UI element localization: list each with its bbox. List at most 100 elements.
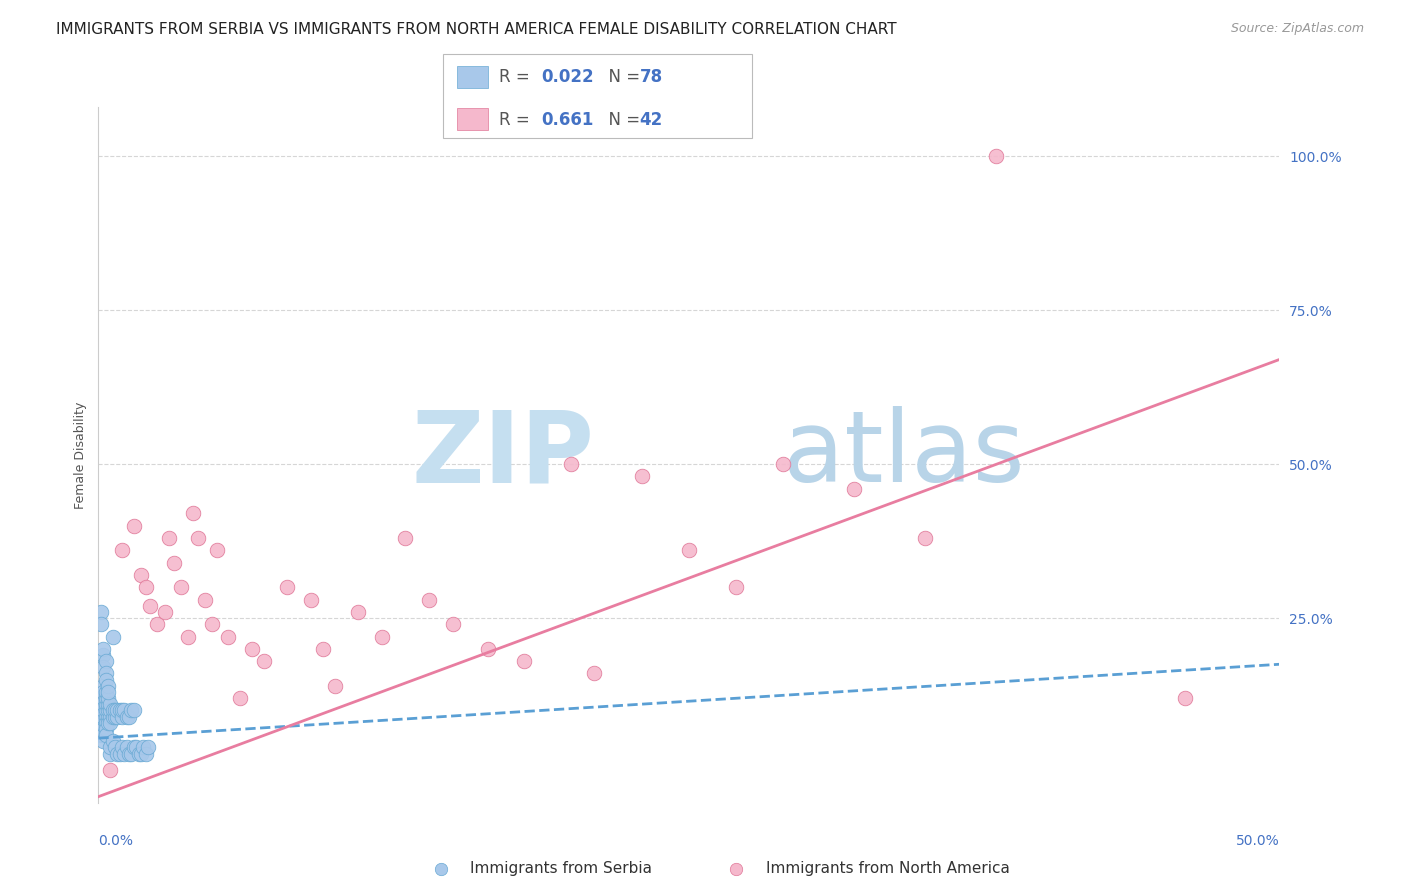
Point <box>105 747 128 761</box>
Point <box>121 747 143 761</box>
Point <box>97 691 120 706</box>
Point <box>1362 823 1385 838</box>
Point <box>90 698 112 712</box>
Point <box>94 654 117 668</box>
Point <box>129 568 152 582</box>
Point <box>115 709 138 723</box>
Text: 0.0%: 0.0% <box>98 833 134 847</box>
Point <box>111 740 134 755</box>
Point <box>121 703 143 717</box>
Text: 42: 42 <box>640 111 664 128</box>
Point <box>194 592 217 607</box>
Point <box>394 531 416 545</box>
Text: R =: R = <box>499 69 536 87</box>
Text: Immigrants from North America: Immigrants from North America <box>766 862 1010 877</box>
Point <box>97 709 120 723</box>
Text: 0.661: 0.661 <box>541 111 593 128</box>
Point <box>177 630 200 644</box>
Point <box>122 740 145 755</box>
Point <box>98 763 121 777</box>
Point <box>772 823 794 838</box>
Point <box>217 630 239 644</box>
Point <box>105 709 128 723</box>
Point <box>630 469 652 483</box>
Point <box>90 709 112 723</box>
Text: ZIP: ZIP <box>412 407 595 503</box>
Point <box>108 747 131 761</box>
Text: Immigrants from Serbia: Immigrants from Serbia <box>471 862 652 877</box>
Point <box>441 617 464 632</box>
Point <box>91 715 114 730</box>
Point <box>229 691 252 706</box>
Point <box>101 709 124 723</box>
Point <box>98 715 121 730</box>
Point <box>132 740 155 755</box>
Point <box>97 698 120 712</box>
Point <box>135 747 157 761</box>
Point <box>276 580 298 594</box>
Point <box>112 747 135 761</box>
Point <box>91 679 114 693</box>
Point <box>90 617 112 632</box>
Point <box>104 703 127 717</box>
Point <box>844 482 866 496</box>
Point <box>115 740 138 755</box>
Point <box>91 641 114 656</box>
Point <box>323 679 346 693</box>
Point <box>181 507 204 521</box>
Point <box>118 709 141 723</box>
Point <box>101 630 124 644</box>
Point <box>125 740 148 755</box>
Y-axis label: Female Disability: Female Disability <box>75 401 87 508</box>
Point <box>984 149 1007 163</box>
Point <box>153 605 176 619</box>
Point <box>91 734 114 748</box>
Point <box>108 703 131 717</box>
Point <box>90 715 112 730</box>
Point <box>725 580 748 594</box>
Point <box>94 698 117 712</box>
Point <box>91 685 114 699</box>
Text: N =: N = <box>598 111 645 128</box>
Point <box>90 722 112 736</box>
Point <box>111 543 134 558</box>
Point <box>101 703 124 717</box>
Point <box>98 703 121 717</box>
Point <box>91 691 114 706</box>
Point <box>98 709 121 723</box>
Point <box>90 703 112 717</box>
Point <box>91 648 114 662</box>
Point <box>583 666 606 681</box>
Point <box>91 660 114 674</box>
Point <box>772 457 794 471</box>
Text: N =: N = <box>598 69 645 87</box>
Point <box>94 666 117 681</box>
Point <box>418 592 440 607</box>
Point <box>98 698 121 712</box>
Point <box>187 531 209 545</box>
Point <box>205 543 228 558</box>
Point <box>157 531 180 545</box>
Point <box>135 580 157 594</box>
Point <box>111 703 134 717</box>
Point <box>129 747 152 761</box>
Point <box>104 709 127 723</box>
Point <box>146 617 169 632</box>
Point <box>94 703 117 717</box>
Point <box>94 728 117 742</box>
Point <box>97 685 120 699</box>
Text: atlas: atlas <box>783 407 1025 503</box>
Point <box>98 740 121 755</box>
Point <box>91 703 114 717</box>
Text: 78: 78 <box>640 69 662 87</box>
Point <box>560 457 582 471</box>
Point <box>90 691 112 706</box>
Point <box>170 580 193 594</box>
Point <box>94 722 117 736</box>
Text: R =: R = <box>499 111 536 128</box>
Text: Source: ZipAtlas.com: Source: ZipAtlas.com <box>1230 22 1364 36</box>
Point <box>97 679 120 693</box>
Point <box>94 709 117 723</box>
Point <box>94 691 117 706</box>
Point <box>128 747 150 761</box>
